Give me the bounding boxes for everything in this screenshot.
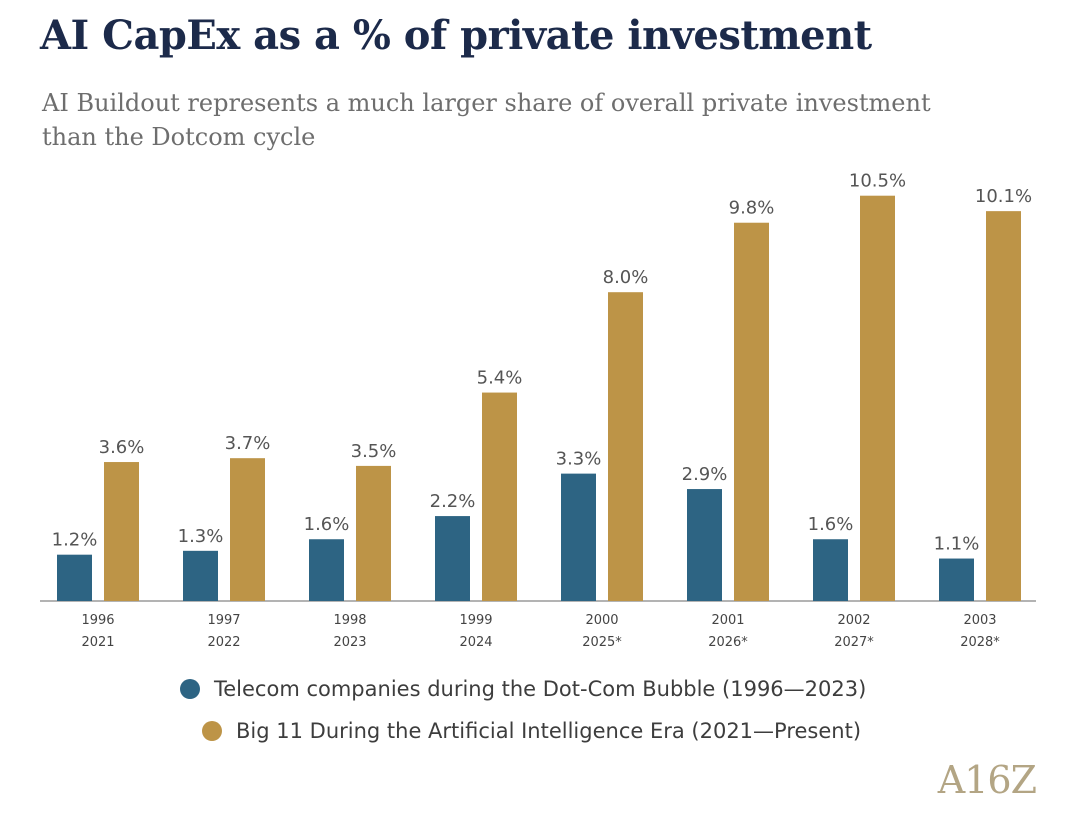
x-tick-label-1996: 1996 (81, 613, 114, 628)
bar-telecom-2003 (939, 558, 974, 601)
bar-big11-1999 (482, 392, 517, 601)
x-tick-label-2002: 2002 (837, 613, 870, 628)
chart-subtitle: AI Buildout represents a much larger sha… (42, 89, 931, 151)
data-label-big11-1997: 3.7% (225, 433, 271, 454)
x-tick-label-2003: 2003 (963, 613, 996, 628)
data-label-telecom-2003: 1.1% (934, 534, 980, 555)
data-label-telecom-1998: 1.6% (304, 514, 350, 535)
x-tick-label-2028-est: 2028* (960, 635, 1000, 650)
bar-big11-2002 (860, 195, 895, 601)
legend-label-big11: Big 11 During the Artificial Intelligenc… (236, 719, 862, 743)
bar-telecom-1998 (309, 539, 344, 601)
data-label-big11-2002: 10.5% (849, 171, 906, 192)
data-label-telecom-2001: 2.9% (682, 464, 728, 485)
x-tick-label-1999: 1999 (459, 613, 492, 628)
bar-big11-2003 (986, 211, 1021, 601)
chart-legend: Telecom companies during the Dot-Com Bub… (180, 670, 866, 754)
bar-big11-1998 (356, 465, 391, 601)
legend-swatch-big11 (202, 721, 222, 741)
legend-label-telecom: Telecom companies during the Dot-Com Bub… (214, 677, 867, 701)
data-label-big11-1999: 5.4% (477, 368, 523, 389)
data-label-telecom-1996: 1.2% (52, 530, 98, 551)
x-tick-label-2026-est: 2026* (708, 635, 748, 650)
bar-telecom-1996 (57, 554, 92, 601)
x-tick-label-2023: 2023 (333, 635, 366, 650)
data-label-big11-2001: 9.8% (729, 198, 775, 219)
x-tick-label-2025-est: 2025* (582, 635, 622, 650)
legend-swatch-telecom (180, 679, 200, 699)
bar-big11-2001 (734, 222, 769, 601)
data-label-big11-2000: 8.0% (603, 267, 649, 288)
x-tick-label-2022: 2022 (207, 635, 240, 650)
chart-title: AI CapEx as a % of private investment (40, 12, 872, 59)
bar-telecom-1997 (183, 550, 218, 601)
a16z-logo: A16Z (937, 758, 1037, 802)
legend-item-big11: Big 11 During the Artificial Intelligenc… (202, 712, 866, 750)
bar-telecom-1999 (435, 516, 470, 601)
bar-big11-1996 (104, 462, 139, 601)
bar-big11-1997 (230, 458, 265, 601)
bar-telecom-2002 (813, 539, 848, 601)
data-label-telecom-2000: 3.3% (556, 449, 602, 470)
legend-item-telecom: Telecom companies during the Dot-Com Bub… (180, 670, 866, 708)
x-tick-label-2027-est: 2027* (834, 635, 874, 650)
bar-big11-2000 (608, 292, 643, 601)
x-tick-label-2024: 2024 (459, 635, 492, 650)
x-tick-label-2001: 2001 (711, 613, 744, 628)
data-label-big11-1998: 3.5% (351, 441, 397, 462)
data-label-telecom-2002: 1.6% (808, 514, 854, 535)
data-label-big11-2003: 10.1% (975, 186, 1032, 207)
x-tick-label-2000: 2000 (585, 613, 618, 628)
data-label-big11-1996: 3.6% (99, 437, 145, 458)
x-tick-label-1997: 1997 (207, 613, 240, 628)
data-label-telecom-1999: 2.2% (430, 491, 476, 512)
data-label-telecom-1997: 1.3% (178, 526, 224, 547)
bar-telecom-2001 (687, 489, 722, 601)
bar-telecom-2000 (561, 473, 596, 601)
x-tick-label-2021: 2021 (81, 635, 114, 650)
x-tick-label-1998: 1998 (333, 613, 366, 628)
